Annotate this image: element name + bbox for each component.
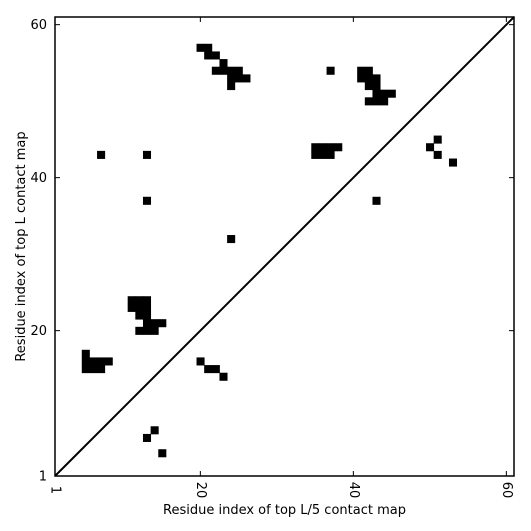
- contact-cell-upper: [433, 150, 442, 159]
- contact-cell-upper: [204, 51, 213, 60]
- contact-cell-upper: [127, 303, 136, 312]
- y-tick-label: 40: [30, 171, 47, 186]
- contact-cell-upper: [372, 82, 381, 91]
- contact-cell-upper: [142, 296, 152, 305]
- x-tick-label: 20: [193, 482, 208, 499]
- contact-cell-lower: [219, 372, 228, 381]
- x-tick-label: 40: [346, 482, 361, 499]
- contact-cell-upper: [227, 82, 236, 91]
- contact-cell-upper: [364, 97, 373, 106]
- contact-cell-lower: [89, 365, 98, 374]
- contact-cell-upper: [204, 43, 213, 52]
- contact-cell-upper: [142, 150, 152, 159]
- contact-cell-upper: [142, 326, 152, 335]
- contact-cell-lower: [81, 365, 90, 374]
- contact-cell-upper: [372, 89, 381, 98]
- contact-cell-lower: [150, 426, 159, 435]
- plot-frame: [54, 16, 515, 477]
- contact-cell-upper: [219, 59, 228, 68]
- x-axis-label: Residue index of top L/5 contact map: [163, 503, 406, 518]
- contact-cell-upper: [196, 43, 205, 52]
- contact-cell-upper: [135, 296, 144, 305]
- contact-cell-upper: [135, 326, 144, 335]
- contact-cell-upper: [142, 319, 152, 328]
- x-tick-label: 1: [48, 486, 63, 494]
- contact-cell-upper: [380, 89, 389, 98]
- contact-cell-lower: [211, 365, 220, 374]
- contact-cell-lower: [81, 349, 90, 358]
- contact-cell-lower: [196, 357, 205, 366]
- y-tick-label: 1: [39, 470, 47, 485]
- contact-cell-upper: [211, 66, 220, 75]
- contact-cell-upper: [372, 97, 381, 106]
- contact-cell-lower: [204, 365, 213, 374]
- contact-cell-upper: [150, 326, 159, 335]
- contact-cell-upper: [364, 82, 373, 91]
- contact-cells: [81, 43, 458, 458]
- contact-cell-upper: [318, 150, 327, 159]
- y-tick-label: 20: [30, 324, 47, 339]
- contact-cell-upper: [326, 150, 335, 159]
- contact-cell-lower: [81, 357, 90, 366]
- contact-cell-lower: [142, 433, 152, 442]
- contact-cell-lower: [104, 357, 113, 366]
- contact-cell-upper: [387, 89, 396, 98]
- contact-cell-upper: [334, 143, 343, 152]
- contact-cell-upper: [364, 74, 373, 83]
- contact-cell-lower: [158, 449, 167, 458]
- contact-cell-upper: [357, 74, 366, 83]
- contact-cell-upper: [150, 319, 159, 328]
- contact-cell-upper: [234, 74, 243, 83]
- contact-cell-upper: [433, 135, 442, 144]
- contact-cell-upper: [135, 303, 144, 312]
- contact-cell-upper: [448, 158, 458, 167]
- contact-cell-lower: [97, 365, 106, 374]
- contact-cell-upper: [135, 311, 144, 320]
- contact-cell-upper: [426, 143, 435, 152]
- contact-cell-upper: [142, 196, 152, 205]
- contact-cell-upper: [326, 143, 335, 152]
- contact-cell-upper: [97, 150, 106, 159]
- axis-ticks: 1 20 40 60 1 20 40 60: [30, 17, 514, 498]
- contact-cell-upper: [211, 51, 220, 60]
- diagonal-line: [54, 16, 515, 477]
- contact-cell-upper: [326, 66, 335, 75]
- contact-cell-lower: [97, 357, 106, 366]
- contact-cell-upper: [234, 66, 243, 75]
- contact-cell-upper: [311, 143, 320, 152]
- contact-cell-upper: [372, 74, 381, 83]
- y-axis-label: Residue index of top L contact map: [14, 131, 29, 361]
- contact-cell-lower: [89, 357, 98, 366]
- contact-cell-upper: [380, 97, 389, 106]
- contact-cell-upper: [227, 74, 236, 83]
- contact-cell-upper: [311, 150, 320, 159]
- contact-cell-upper: [227, 235, 236, 244]
- contact-cell-upper: [142, 311, 152, 320]
- contact-cell-upper: [219, 66, 228, 75]
- y-tick-label: 60: [30, 18, 47, 33]
- contact-cell-upper: [227, 66, 236, 75]
- contact-cell-upper: [372, 196, 381, 205]
- contact-cell-upper: [318, 143, 327, 152]
- contact-cell-upper: [127, 296, 136, 305]
- contact-cell-upper: [142, 303, 152, 312]
- contact-cell-upper: [364, 66, 373, 75]
- x-tick-label: 60: [499, 482, 514, 499]
- contact-cell-upper: [158, 319, 167, 328]
- contact-cell-upper: [357, 66, 366, 75]
- contact-cell-upper: [242, 74, 251, 83]
